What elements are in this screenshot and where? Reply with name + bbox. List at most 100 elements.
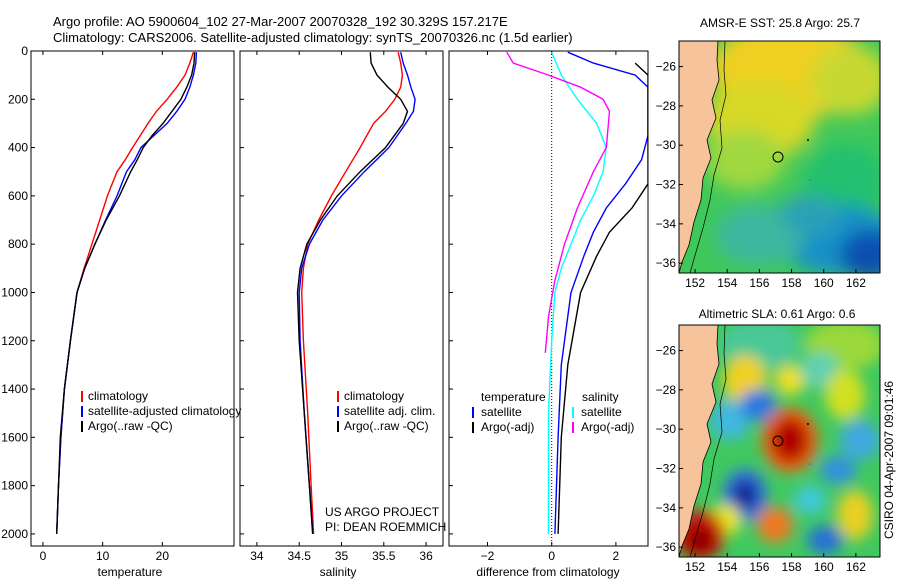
difference-series-temperature-satellite (554, 51, 648, 534)
difference-legend-label: satellite (581, 405, 622, 419)
amsre-sst-map-ytick-label: −28 (656, 99, 677, 113)
difference-series-salinity-argo-adj (506, 51, 611, 353)
difference-legend-label: Argo(-adj) (581, 420, 634, 434)
salinity-xlabel: salinity (320, 565, 357, 579)
temperature-ytick-label: 1800 (1, 479, 28, 493)
difference-xlabel: difference from climatology (476, 565, 619, 579)
sla-map-title: Altimetric SLA: 0.61 Argo: 0.6 (699, 307, 856, 321)
temperature-ytick-label: 1600 (1, 430, 28, 444)
sst-map-axis-ticks: 152 154 156 158 160 162 −26 −28 −30 −32 −34 −36 (656, 60, 867, 290)
sst-map-image (679, 41, 880, 273)
header-line-1: Argo profile: AO 5900604_102 27-Mar-2007… (53, 14, 508, 29)
difference-series-salinity-satellite (547, 51, 608, 534)
amsre-sst-map-ytick-label: −26 (656, 60, 677, 74)
amsre-sst-map-xtick-label: 156 (749, 276, 769, 290)
salinity-xtick-label: 36 (419, 549, 433, 563)
difference-legend-label: Argo(-adj) (481, 420, 534, 434)
sla-map-panel: Altimetric SLA: 0.61 Argo: 0.6 (656, 307, 881, 574)
sla-map-image (679, 325, 880, 557)
amsre-sst-map-xtick-label: 160 (814, 276, 834, 290)
difference-legend: temperaturesatelliteArgo(-adj)salinitysa… (472, 390, 634, 434)
sst-map-panel: AMSR-E SST: 25.8 Argo: 25.7 152 154 156 158… (656, 16, 881, 290)
temperature-legend-label: satellite-adjusted climatology (88, 404, 241, 418)
temperature-ytick-label: 1000 (1, 285, 28, 299)
amsre-sst-map-xtick-label: 152 (685, 276, 705, 290)
header-line-2: Climatology: CARS2006. Satellite-adjuste… (53, 30, 573, 45)
altimetric-sla-map-xtick-label: 162 (846, 560, 866, 574)
sla-map-axis-ticks: 152 154 156 158 160 162 −26 −28 −30 −32 −34 −36 (656, 344, 867, 574)
amsre-sst-map-xtick-label: 154 (717, 276, 737, 290)
sla-map-frame (678, 324, 881, 558)
project-annotation-line-2: PI: DEAN ROEMMICH (325, 520, 446, 534)
sst-map-float-marker (772, 151, 784, 163)
altimetric-sla-map-xtick-label: 158 (782, 560, 802, 574)
salinity-xtick-label: 34.5 (288, 549, 312, 563)
salinity-series-argo-raw-qc (296, 52, 409, 534)
temperature-ytick-label: 1200 (1, 334, 28, 348)
temperature-axis-ticks: 0 10 2002004006008001000120014001600180020… (1, 44, 169, 563)
difference-xtick-label: 0 (548, 549, 555, 563)
sst-map-land (679, 41, 720, 273)
temperature-xtick-label: 10 (96, 549, 110, 563)
project-annotation-line-1: US ARGO PROJECT (325, 505, 440, 519)
altimetric-sla-map-ytick-label: −30 (656, 422, 677, 436)
difference-axis-ticks: −2 0 2 (449, 50, 620, 563)
amsre-sst-map-xtick-label: 158 (782, 276, 802, 290)
amsre-sst-map-ytick-label: −36 (656, 256, 677, 270)
sla-map-land (679, 325, 720, 557)
sla-map-float-marker (772, 435, 784, 447)
amsre-sst-map-ytick-label: −30 (656, 138, 677, 152)
difference-xtick-label: 2 (613, 549, 620, 563)
difference-xtick-label: −2 (481, 549, 495, 563)
salinity-axis-ticks: 34 34.5 35 35.5 36 (240, 50, 433, 563)
temperature-xlabel: temperature (98, 565, 163, 579)
temperature-ytick-label: 600 (8, 189, 28, 203)
altimetric-sla-map-xtick-label: 160 (814, 560, 834, 574)
altimetric-sla-map-ytick-label: −34 (656, 501, 677, 515)
temperature-ytick-label: 200 (8, 92, 28, 106)
salinity-axes-frame (239, 50, 444, 547)
temperature-series-argo-raw-qc (56, 52, 196, 534)
temperature-series (56, 51, 198, 534)
temperature-ytick-label: 1400 (1, 382, 28, 396)
temperature-series-satellite-adjusted-climatology (56, 52, 198, 534)
temperature-axes-frame (30, 50, 235, 547)
altimetric-sla-map-ytick-label: −32 (656, 462, 677, 476)
salinity-legend-label: climatology (344, 389, 404, 403)
temperature-legend-label: climatology (88, 389, 148, 403)
altimetric-sla-map-ytick-label: −26 (656, 344, 677, 358)
amsre-sst-map-xtick-label: 162 (846, 276, 866, 290)
difference-series (506, 51, 648, 534)
salinity-series-satellite-adj-clim (298, 52, 416, 534)
amsre-sst-map-ytick-label: −32 (656, 178, 677, 192)
salinity-legend-label: satellite adj. clim. (344, 404, 435, 418)
temperature-panel: 0 10 2002004006008001000120014001600180020… (1, 44, 241, 579)
temperature-ytick-label: 400 (8, 141, 28, 155)
salinity-xtick-label: 35 (335, 549, 349, 563)
temperature-xtick-label: 0 (40, 549, 47, 563)
salinity-legend-label: Argo(..raw -QC) (344, 419, 429, 433)
salinity-panel: 34 34.5 35 35.5 36 salinity climatologysatel… (239, 50, 446, 579)
temperature-xtick-label: 20 (156, 549, 170, 563)
salinity-xtick-label: 34 (250, 549, 264, 563)
salinity-xtick-label: 35.5 (372, 549, 396, 563)
difference-legend-label: satellite (481, 405, 522, 419)
credit-text: CSIRO 04-Apr-2007 09:01:46 (882, 381, 896, 539)
altimetric-sla-map-ytick-label: −36 (656, 540, 677, 554)
difference-axes-frame (448, 50, 649, 547)
temperature-ytick-label: 2000 (1, 527, 28, 541)
temperature-ytick-label: 800 (8, 237, 28, 251)
difference-panel: −2 0 2 difference from climatology tempera… (448, 50, 649, 579)
altimetric-sla-map-xtick-label: 156 (749, 560, 769, 574)
sst-map-frame (678, 40, 881, 274)
sst-map-title: AMSR-E SST: 25.8 Argo: 25.7 (700, 16, 860, 30)
altimetric-sla-map-xtick-label: 154 (717, 560, 737, 574)
amsre-sst-map-ytick-label: −34 (656, 217, 677, 231)
salinity-series-climatology (300, 52, 404, 534)
salinity-series (296, 52, 416, 534)
difference-legend-heading: temperature (481, 390, 546, 404)
altimetric-sla-map-ytick-label: −28 (656, 383, 677, 397)
